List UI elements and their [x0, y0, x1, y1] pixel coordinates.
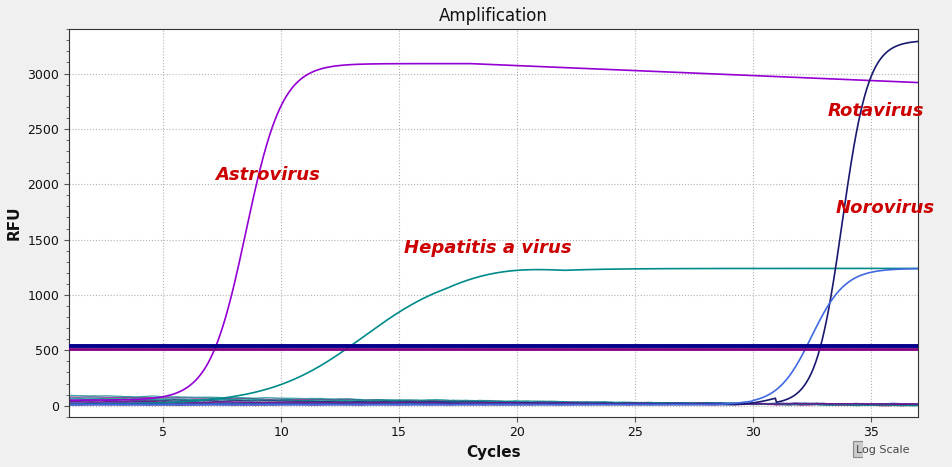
Text: Rotavirus: Rotavirus	[828, 102, 924, 120]
Text: Norovirus: Norovirus	[835, 199, 934, 218]
Title: Amplification: Amplification	[439, 7, 547, 25]
Text: Astrovirus: Astrovirus	[215, 166, 320, 184]
Text: Log Scale: Log Scale	[856, 446, 909, 455]
Y-axis label: RFU: RFU	[7, 206, 22, 241]
Text: Hepatitis a virus: Hepatitis a virus	[404, 240, 571, 257]
X-axis label: Cycles: Cycles	[466, 445, 521, 460]
Bar	[853, 441, 863, 457]
